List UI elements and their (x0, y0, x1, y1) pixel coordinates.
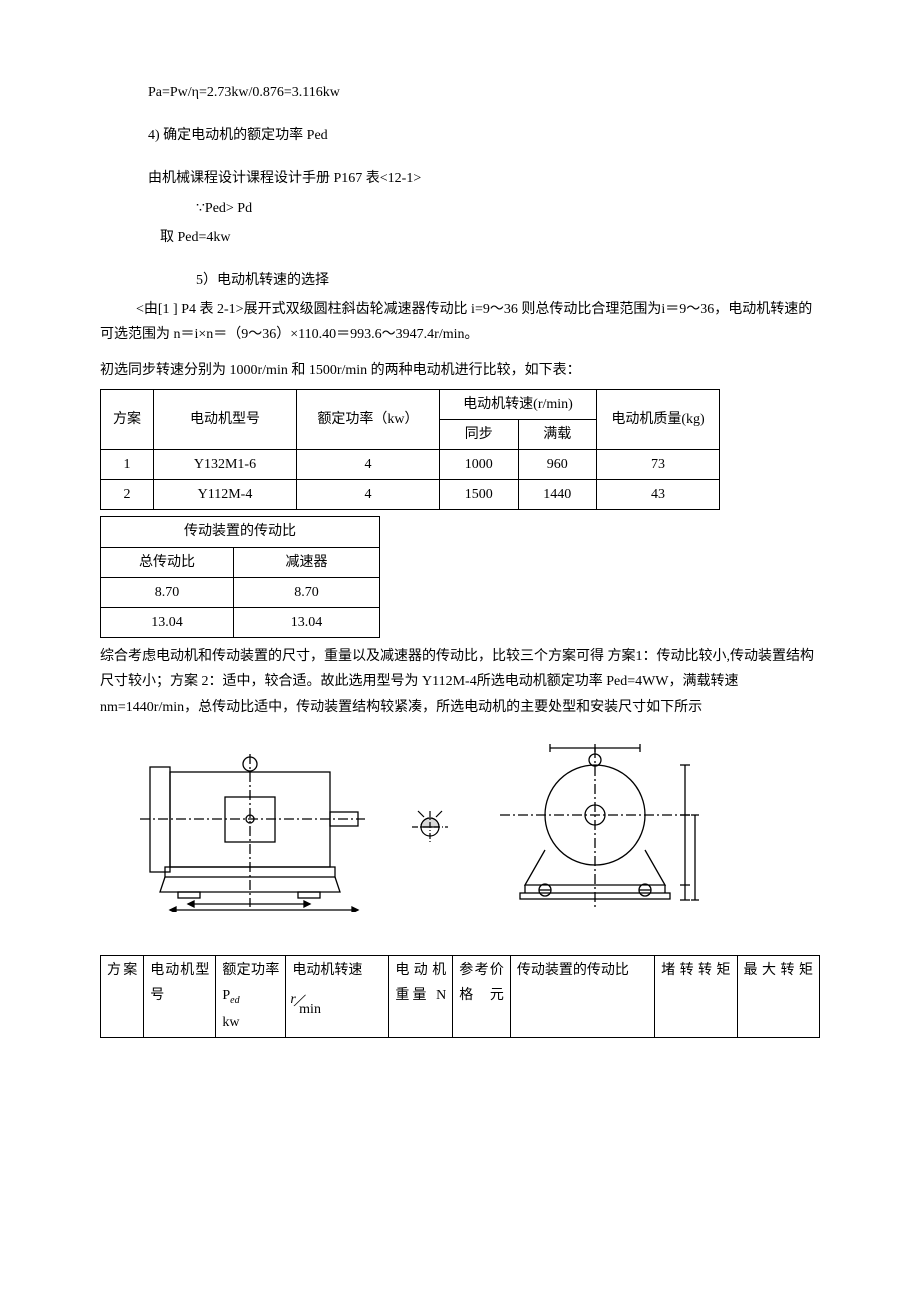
th-weight: 电动机重量 N (389, 955, 453, 1037)
table-row: 13.04 13.04 (101, 608, 380, 638)
motor-side-view (110, 742, 370, 912)
th-model: 电动机型号 (144, 955, 216, 1037)
ratio-range-text: <由[1 ] P4 表 2-1>展开式双级圆柱斜齿轮减速器传动比 i=9～36 … (100, 297, 820, 347)
th-max-torque: 最大转矩 (737, 955, 819, 1037)
th-stall-torque: 堵转转矩 (655, 955, 737, 1037)
take-ped-4kw: 取 Ped=4kw (100, 225, 820, 250)
th-price: 参考价格 元 (453, 955, 511, 1037)
th-reducer: 减速器 (234, 547, 380, 577)
th-full: 满载 (518, 419, 597, 449)
ped-gt-pd: ∵Ped> Pd (100, 196, 820, 221)
th-trans-ratio: 传动装置的传动比 (510, 955, 654, 1037)
table-row: 2 Y112M-4 4 1500 1440 43 (101, 480, 720, 510)
motor-drawings (110, 740, 820, 915)
table-row: 方案 电动机型号 额定功率 Ped kw 电动机转速 r∕min 电动机重量 N… (101, 955, 820, 1037)
th-speed: 电动机转速 r∕min (286, 955, 389, 1037)
step-5-title: 5）电动机转速的选择 (100, 268, 820, 293)
formula-pa: Pa=Pw/η=2.73kw/0.876=3.116kw (100, 80, 820, 105)
th-sync: 同步 (440, 419, 519, 449)
r-per-min: r∕min (292, 983, 323, 1019)
motor-compare-table: 方案 电动机型号 额定功率（kw） 电动机转速(r/min) 电动机质量(kg)… (100, 389, 720, 511)
spec-table: 方案 电动机型号 额定功率 Ped kw 电动机转速 r∕min 电动机重量 N… (100, 955, 820, 1038)
ref-p167: 由机械课程设计课程设计手册 P167 表<12-1> (100, 166, 820, 191)
coupling-icon (410, 807, 450, 847)
th-mass: 电动机质量(kg) (597, 389, 720, 449)
th-model: 电动机型号 (154, 389, 297, 449)
th-plan: 方案 (101, 955, 144, 1037)
ratio-table: 传动装置的传动比 总传动比 减速器 8.70 8.70 13.04 13.04 (100, 516, 380, 638)
step-4-title: 4) 确定电动机的额定功率 Ped (100, 123, 820, 148)
motor-front-view (490, 740, 710, 915)
table-row: 8.70 8.70 (101, 577, 380, 607)
th-plan: 方案 (101, 389, 154, 449)
th-rated-power: 额定功率 Ped kw (216, 955, 286, 1037)
compare-intro: 初选同步转速分别为 1000r/min 和 1500r/min 的两种电动机进行… (100, 358, 820, 383)
th-speed: 电动机转速(r/min) (440, 389, 597, 419)
conclusion-text: 综合考虑电动机和传动装置的尺寸，重量以及减速器的传动比，比较三个方案可得 方案1… (100, 644, 820, 720)
th-total-ratio: 总传动比 (101, 547, 234, 577)
th-power: 额定功率（kw） (297, 389, 440, 449)
table-row: 1 Y132M1-6 4 1000 960 73 (101, 450, 720, 480)
th-ratio-header: 传动装置的传动比 (101, 517, 380, 547)
